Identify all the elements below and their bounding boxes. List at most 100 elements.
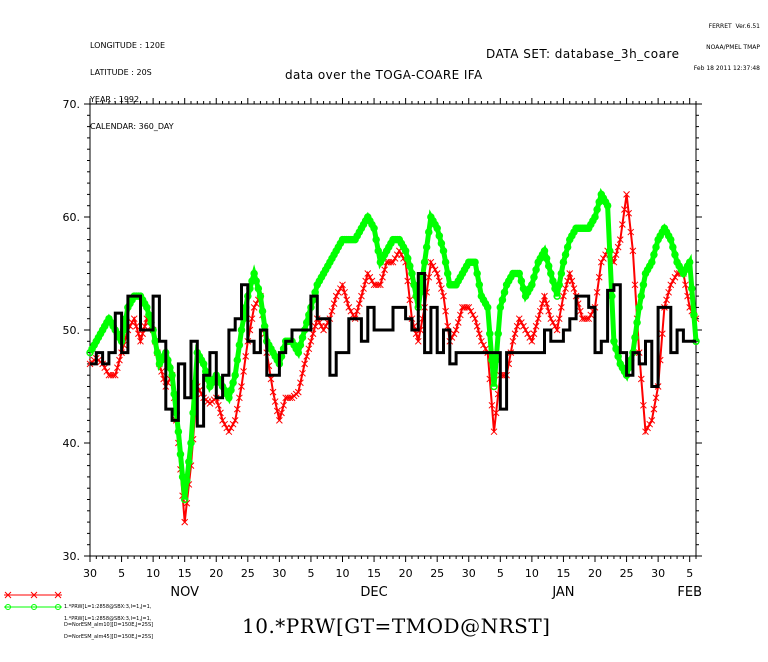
series-point-x <box>450 330 458 338</box>
y-tick-label: 60. <box>63 211 81 224</box>
series-point-x <box>492 409 500 417</box>
series-point-x <box>587 311 595 319</box>
legend-marker-x <box>30 591 38 599</box>
series-point-x <box>625 209 633 217</box>
series-point-o <box>679 269 688 278</box>
series-point-x <box>233 405 241 413</box>
x-tick-label: 5 <box>307 567 314 580</box>
series-point-x <box>267 375 275 383</box>
series-point-x <box>532 322 540 330</box>
month-label: NOV <box>170 585 199 600</box>
series-point-o <box>635 303 643 312</box>
series-point-o <box>361 217 370 225</box>
series-point-o <box>441 258 450 266</box>
series-point-x <box>391 255 399 262</box>
series-point-o <box>433 224 441 233</box>
series-point-o <box>90 341 98 349</box>
series-point-x <box>330 300 338 307</box>
x-tick-label: 5 <box>686 567 693 580</box>
series-point-o <box>542 254 551 263</box>
series-point-o <box>298 333 307 342</box>
series-point-x <box>307 337 315 345</box>
series-point-o <box>187 439 195 447</box>
x-tick-label: 5 <box>497 567 504 580</box>
series-point-x <box>557 304 565 311</box>
series-point-o <box>437 239 446 248</box>
series-point-x <box>652 394 660 402</box>
series-point-o <box>248 277 256 285</box>
series-point-x <box>339 281 346 289</box>
series-point-o <box>645 262 654 270</box>
series-point-o <box>231 371 239 379</box>
series-point-o <box>664 232 673 240</box>
series-point-o <box>397 239 406 248</box>
series-point-x <box>248 315 256 323</box>
series-point-o <box>563 243 572 251</box>
series-point-o <box>471 258 479 266</box>
series-point-x <box>467 307 475 315</box>
series-point-o <box>143 303 151 312</box>
series-point-o <box>532 265 540 274</box>
series-point-x <box>299 369 306 377</box>
series-point-x <box>252 300 260 307</box>
y-tick-label: 70. <box>63 98 81 111</box>
x-tick-label: 25 <box>620 567 634 580</box>
series-point-o <box>355 228 364 236</box>
series-point-x <box>101 364 109 372</box>
x-tick-label: 10 <box>146 567 160 580</box>
series-point-o <box>366 217 374 225</box>
series-point-o <box>500 288 509 297</box>
series-point-x <box>442 307 449 315</box>
series-point-x <box>650 405 658 413</box>
series-point-x <box>545 307 553 315</box>
series-point-o <box>199 360 208 368</box>
series-point-o <box>460 265 469 274</box>
series-point-o <box>92 337 101 346</box>
series-point-x <box>309 330 317 338</box>
series-point-o <box>526 284 534 293</box>
series-point-o <box>557 269 566 278</box>
series-point-x <box>406 296 414 304</box>
series-point-o <box>385 243 393 251</box>
series-point-o <box>591 213 599 221</box>
x-tick-label: 10 <box>525 567 539 580</box>
series-point-x <box>648 417 656 424</box>
series-point-x <box>215 401 222 409</box>
series-point-o <box>183 476 191 485</box>
series-point-o <box>570 228 578 236</box>
series-point-x <box>644 424 651 432</box>
series-point-o <box>675 262 683 270</box>
series-point-x <box>137 337 144 345</box>
series-point-o <box>605 247 614 255</box>
series-point-x <box>225 428 233 436</box>
series-point-o <box>528 281 536 289</box>
series-point-o <box>549 277 557 285</box>
series-point-x <box>509 337 517 345</box>
meta-calendar: CALENDAR: 360_DAY <box>90 122 174 131</box>
series-point-o <box>462 262 471 270</box>
series-point-x <box>332 292 340 300</box>
series-point-o <box>96 330 105 338</box>
series-point-o <box>296 341 305 349</box>
series-point-x <box>116 356 123 364</box>
series-point-x <box>541 292 548 300</box>
series-point-o <box>603 201 612 210</box>
series-point-x <box>374 281 382 289</box>
series-point-x <box>600 255 607 262</box>
ferret-org: NOAA/PMEL TMAP <box>706 44 760 51</box>
series-point-o <box>153 348 162 357</box>
series-layer <box>86 187 700 526</box>
series-point-o <box>555 281 563 289</box>
series-point-x <box>456 311 464 319</box>
series-point-x <box>471 315 479 323</box>
series-point-x <box>231 417 239 424</box>
series-point-x <box>427 258 435 266</box>
series-point-x <box>568 277 576 285</box>
series-point-o <box>406 262 414 270</box>
series-point-o <box>317 273 326 282</box>
series-point-x <box>663 296 670 304</box>
series-point-o <box>494 330 502 338</box>
series-point-x <box>475 330 483 338</box>
series-point-o <box>540 247 549 255</box>
series-point-x <box>595 273 603 281</box>
